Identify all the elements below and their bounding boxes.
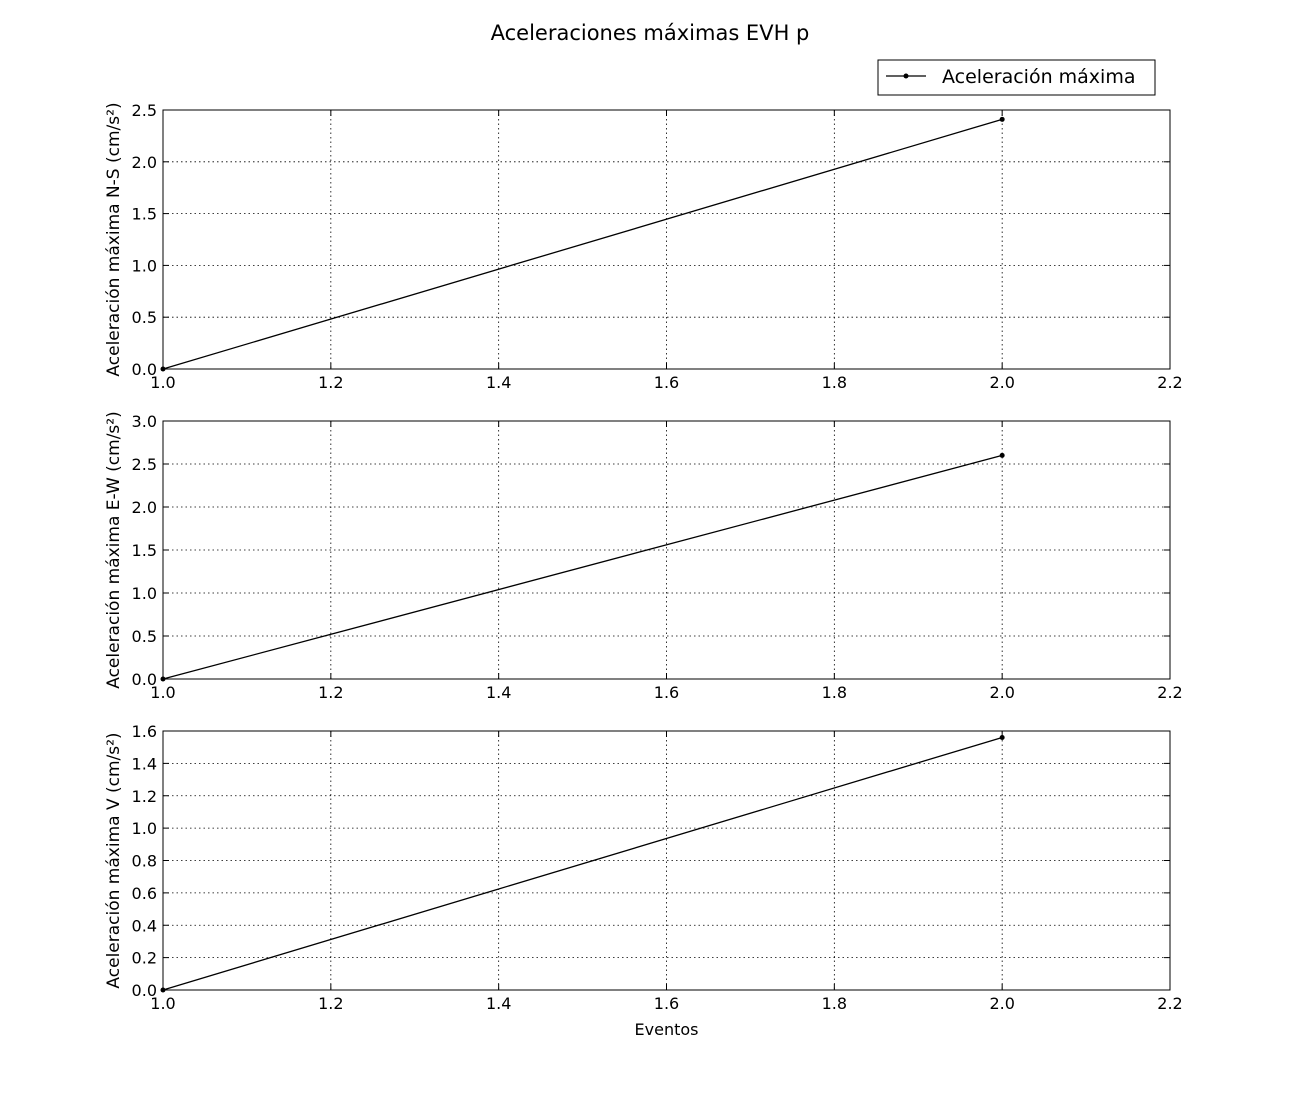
y-tick-label: 0.5 [132, 308, 157, 327]
x-tick-label: 1.2 [318, 683, 343, 702]
x-tick-label: 1.6 [654, 683, 679, 702]
x-tick-label: 1.8 [822, 683, 847, 702]
y-tick-label: 1.4 [132, 754, 157, 773]
data-point [999, 116, 1005, 122]
legend-box [877, 59, 1156, 96]
y-tick-label: 1.6 [132, 722, 157, 741]
plot-frame [162, 109, 1171, 370]
x-tick-label: 1.6 [654, 994, 679, 1013]
x-tick-label: 2.0 [989, 994, 1014, 1013]
x-tick-label: 1.6 [654, 373, 679, 392]
legend-label: Aceleración máxima [942, 66, 1135, 88]
x-tick-label: 1.4 [486, 373, 511, 392]
y-tick-label: 2.5 [132, 101, 157, 120]
x-tick-label: 1.0 [150, 373, 175, 392]
data-point [160, 987, 166, 993]
y-tick-label: 0.8 [132, 852, 157, 871]
y-tick-label: 0.4 [132, 916, 157, 935]
data-point [999, 734, 1005, 740]
x-tick-label: 2.0 [989, 683, 1014, 702]
data-point [160, 676, 166, 682]
data-point [160, 366, 166, 372]
y-axis-label: Aceleración máxima E-W (cm/s²) [104, 411, 124, 689]
y-tick-label: 2.0 [132, 498, 157, 517]
y-tick-label: 1.0 [132, 584, 157, 603]
x-tick-label: 1.2 [318, 994, 343, 1013]
y-tick-label: 0.6 [132, 884, 157, 903]
y-tick-label: 1.5 [132, 541, 157, 560]
y-tick-label: 0.0 [132, 360, 157, 379]
x-tick-label: 1.2 [318, 373, 343, 392]
x-tick-label: 2.0 [989, 373, 1014, 392]
x-tick-label: 1.4 [486, 994, 511, 1013]
x-tick-label: 1.0 [150, 994, 175, 1013]
x-tick-label: 1.4 [486, 683, 511, 702]
y-axis-label: Aceleración máxima N-S (cm/s²) [104, 102, 124, 376]
x-tick-label: 1.8 [822, 373, 847, 392]
subplot-ew: 1.0 1.2 1.4 1.6 1.8 2.0 2.2 0.0 0.5 1.0 1.5 2.0 2.5 3… [104, 411, 1183, 702]
x-tick-label: 2.2 [1157, 994, 1182, 1013]
y-tick-label: 1.5 [132, 205, 157, 224]
y-tick-label: 0.5 [132, 627, 157, 646]
y-tick-label: 1.0 [132, 256, 157, 275]
y-tick-label: 3.0 [132, 412, 157, 431]
series-line [162, 454, 1003, 680]
y-tick-label: 1.2 [132, 787, 157, 806]
y-axis-label: Aceleración máxima V (cm/s²) [104, 732, 124, 988]
legend-marker-sample [903, 73, 909, 79]
x-tick-label: 2.2 [1157, 683, 1182, 702]
figure-title: Aceleraciones máximas EVH p [491, 21, 810, 45]
series-line [162, 736, 1003, 991]
subplots: 1.0 1.2 1.4 1.6 1.8 2.0 2.2 0.0 0.5 1.0 1.5 2.0 2.5 A… [104, 101, 1183, 1039]
x-tick-label: 1.8 [822, 994, 847, 1013]
y-tick-label: 2.5 [132, 455, 157, 474]
y-tick-label: 0.2 [132, 949, 157, 968]
y-tick-label: 1.0 [132, 819, 157, 838]
y-tick-label: 2.0 [132, 153, 157, 172]
y-tick-label: 0.0 [132, 981, 157, 1000]
x-tick-label: 1.0 [150, 683, 175, 702]
legend: Aceleración máxima [877, 59, 1156, 96]
data-point [999, 452, 1005, 458]
x-axis-label: Eventos [635, 1020, 699, 1039]
subplot-ns: 1.0 1.2 1.4 1.6 1.8 2.0 2.2 0.0 0.5 1.0 1.5 2.0 2.5 A… [104, 101, 1183, 392]
series-line [162, 118, 1003, 370]
y-tick-label: 0.0 [132, 670, 157, 689]
x-tick-label: 2.2 [1157, 373, 1182, 392]
subplot-v: 1.0 1.2 1.4 1.6 1.8 2.0 2.2 0.0 0.2 0.4 0.6 0.8 1.0 1… [104, 722, 1183, 1039]
